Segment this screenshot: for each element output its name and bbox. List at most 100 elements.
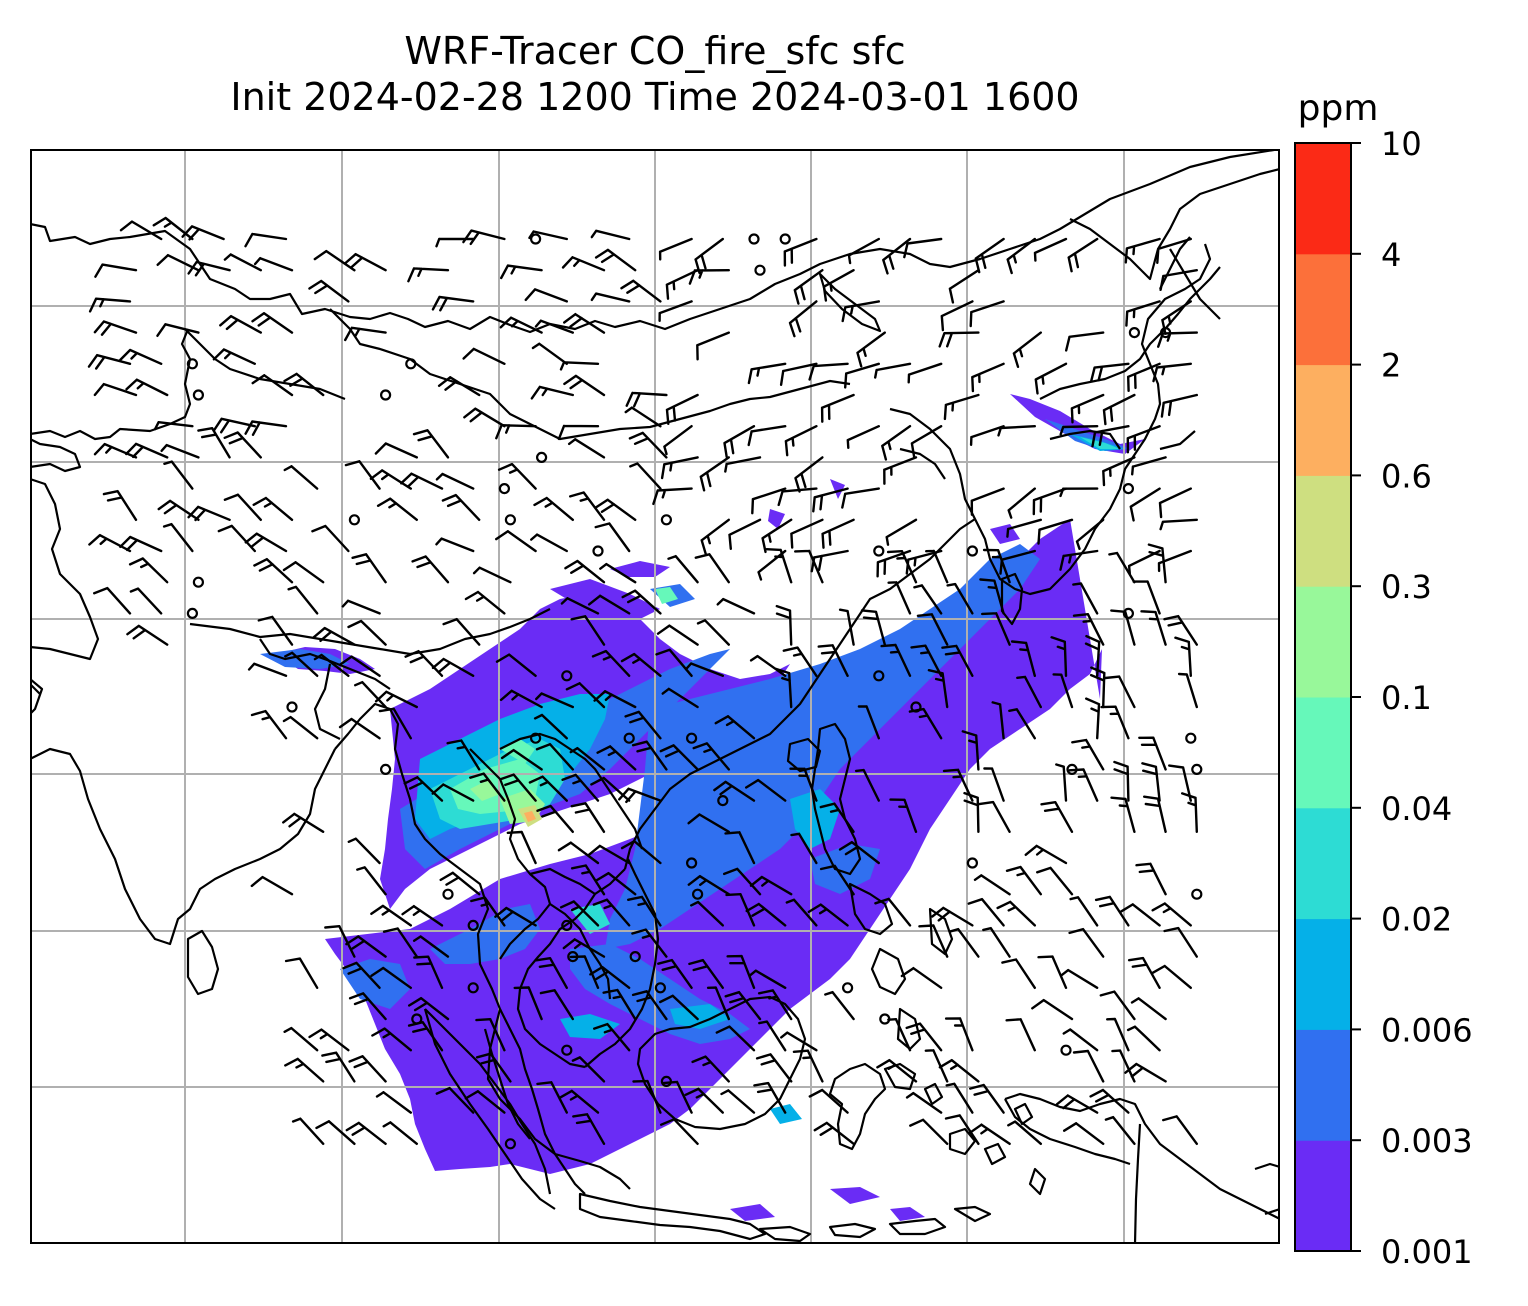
wind-barb — [442, 618, 481, 646]
wind-barb — [627, 895, 662, 927]
wind-barb — [407, 1021, 444, 1052]
wind-barb — [1071, 738, 1105, 771]
wind-barb — [1130, 997, 1167, 1021]
wind-barb — [775, 604, 793, 646]
colorbar-swatch — [1295, 143, 1351, 255]
wind-barb — [1008, 708, 1036, 740]
wind-barb — [308, 1028, 350, 1052]
wind-barb — [983, 767, 1005, 802]
wind-barb — [1012, 331, 1042, 368]
wind-barb — [745, 778, 787, 802]
wind-barb — [881, 425, 912, 461]
wind-barb — [900, 967, 943, 989]
wind-barb — [820, 393, 855, 423]
concentration-region — [430, 904, 540, 964]
wind-barb — [1031, 998, 1074, 1021]
wind-barb — [713, 780, 756, 802]
wind-barb — [687, 875, 730, 896]
wind-barb — [1075, 518, 1105, 550]
wind-barb — [1072, 1049, 1105, 1083]
wind-barb — [572, 1113, 606, 1145]
wind-barb — [751, 487, 787, 515]
concentration-region — [610, 561, 670, 577]
wind-barb — [530, 533, 568, 553]
wind-barb — [530, 385, 574, 400]
colorbar-swatch — [1295, 1140, 1351, 1252]
wind-barb — [785, 898, 818, 927]
wind-barb — [661, 1080, 693, 1114]
wind-barb — [1113, 760, 1130, 802]
colorbar-ticks: 0.001 0.003 0.006 0.02 0.04 0.1 0.3 0.6 2 4 10 — [1351, 125, 1473, 1271]
wind-barb — [1001, 958, 1036, 989]
wind-barb — [961, 730, 980, 771]
calm-wind-circle — [748, 233, 760, 245]
wind-barb — [494, 906, 537, 927]
wind-barb — [593, 690, 637, 709]
wind-barb — [944, 1017, 974, 1052]
wind-barb — [688, 269, 730, 285]
wind-barb — [1127, 956, 1161, 989]
wind-barb — [534, 319, 574, 334]
wind-barb — [909, 1118, 949, 1145]
colorbar-tick-label: 0.6 — [1381, 457, 1432, 495]
wind-barb — [1063, 1122, 1105, 1145]
wind-barb — [375, 1091, 412, 1114]
wind-barb — [1124, 237, 1161, 264]
calm-wind-circle — [691, 888, 704, 900]
wind-barb — [93, 442, 138, 459]
wind-barb — [724, 991, 762, 1021]
wind-barb — [88, 534, 132, 553]
wind-barb — [880, 643, 912, 677]
wind-barb — [945, 1082, 974, 1114]
wind-barb — [321, 1051, 356, 1083]
colorbar: ppm 0.001 0.003 0.006 0.02 0.04 0.1 0.3 0.6 2 4 10 — [1294, 88, 1473, 1271]
wind-barb — [308, 279, 350, 303]
wind-barb — [1010, 640, 1036, 677]
calm-wind-circle — [504, 514, 516, 526]
wind-barb — [557, 841, 600, 865]
wind-barb — [1034, 362, 1068, 395]
calm-wind-circle — [685, 857, 698, 869]
wind-barb — [342, 961, 381, 989]
wind-barb — [969, 1083, 1005, 1114]
wind-barb — [1032, 487, 1068, 516]
concentration-region — [770, 1104, 802, 1124]
wind-barb — [1089, 666, 1106, 709]
wind-barb — [625, 391, 668, 408]
wind-barb — [876, 1059, 918, 1083]
wind-barb — [631, 928, 668, 958]
wind-barb — [435, 1086, 475, 1114]
wind-barb — [659, 994, 699, 1021]
calm-wind-circle — [504, 1138, 516, 1150]
wind-barb — [765, 548, 793, 584]
wind-barb — [472, 566, 512, 584]
wind-barb — [569, 491, 606, 521]
wind-barb — [660, 1118, 699, 1145]
calm-wind-circle — [536, 451, 548, 463]
wind-barb — [938, 1059, 980, 1083]
wind-barb — [338, 717, 381, 740]
wind-barb — [570, 864, 606, 896]
wind-barb — [624, 406, 662, 428]
wind-barb — [253, 257, 294, 272]
wind-barb — [747, 362, 787, 385]
calm-wind-circle — [405, 358, 417, 370]
calm-wind-circle — [561, 1044, 573, 1056]
wind-barb — [700, 518, 730, 555]
wind-barb — [343, 253, 387, 272]
wind-barb — [970, 487, 1005, 516]
wind-barb — [940, 300, 974, 332]
calm-wind-circle — [530, 732, 542, 744]
wind-barb — [563, 313, 606, 334]
wind-barb — [596, 745, 637, 771]
wind-barb — [244, 232, 288, 248]
wind-barb — [565, 682, 606, 709]
calm-wind-circle — [1191, 888, 1203, 900]
wind-barb — [341, 599, 381, 615]
calm-wind-circle — [717, 794, 729, 807]
calm-wind-circle — [192, 576, 204, 588]
wind-barb — [620, 279, 662, 303]
wind-barb — [1016, 675, 1042, 709]
wind-barb — [748, 969, 787, 989]
calm-wind-circle — [561, 919, 573, 932]
